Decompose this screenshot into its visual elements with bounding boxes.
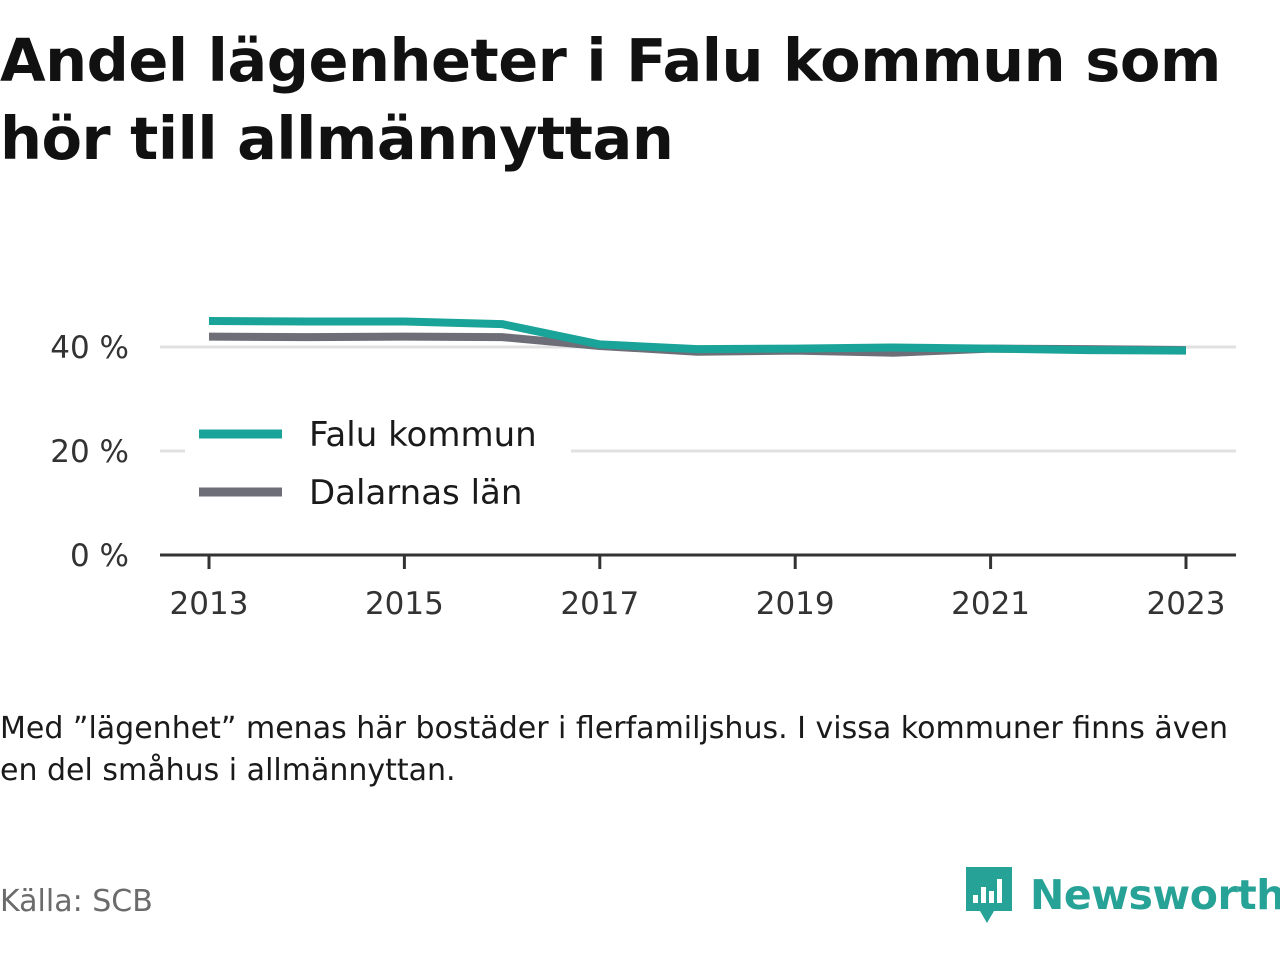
legend-label: Dalarnas län (309, 473, 522, 513)
y-tick-label: 0 % (70, 538, 129, 574)
x-axis: 2013 2015 2017 2019 2021 2023 (160, 553, 1236, 622)
footnote: Med ”lägenhet” menas här bostäder i fler… (0, 711, 1228, 788)
chart-title: Andel lägenheter i Falu kommun som hör t… (0, 26, 1221, 173)
series-lines (208, 317, 1187, 357)
line-chart: 0 % 20 % 40 % Falu kommun Dalarnas län 2013… (50, 317, 1236, 622)
y-axis-ticks: 0 % 20 % 40 % (50, 330, 129, 574)
x-tick-label: 2023 (1147, 586, 1226, 622)
x-tick-label: 2021 (951, 586, 1030, 622)
x-tick-label: 2017 (560, 586, 639, 622)
brand-logo: Newsworthy (964, 864, 1280, 926)
brand-name: Newsworthy (1030, 871, 1280, 919)
newsworthy-icon (966, 867, 1012, 923)
legend-background (185, 405, 571, 523)
legend-label: Falu kommun (309, 415, 537, 455)
legend: Falu kommun Dalarnas län (185, 405, 571, 523)
x-tick-label: 2015 (365, 586, 444, 622)
y-tick-label: 40 % (50, 330, 129, 366)
source-label: Källa: SCB (0, 884, 153, 919)
y-tick-label: 20 % (50, 434, 129, 470)
x-tick-label: 2019 (756, 586, 835, 622)
x-tick-label: 2013 (170, 586, 249, 622)
series-line-0 (208, 317, 1187, 355)
